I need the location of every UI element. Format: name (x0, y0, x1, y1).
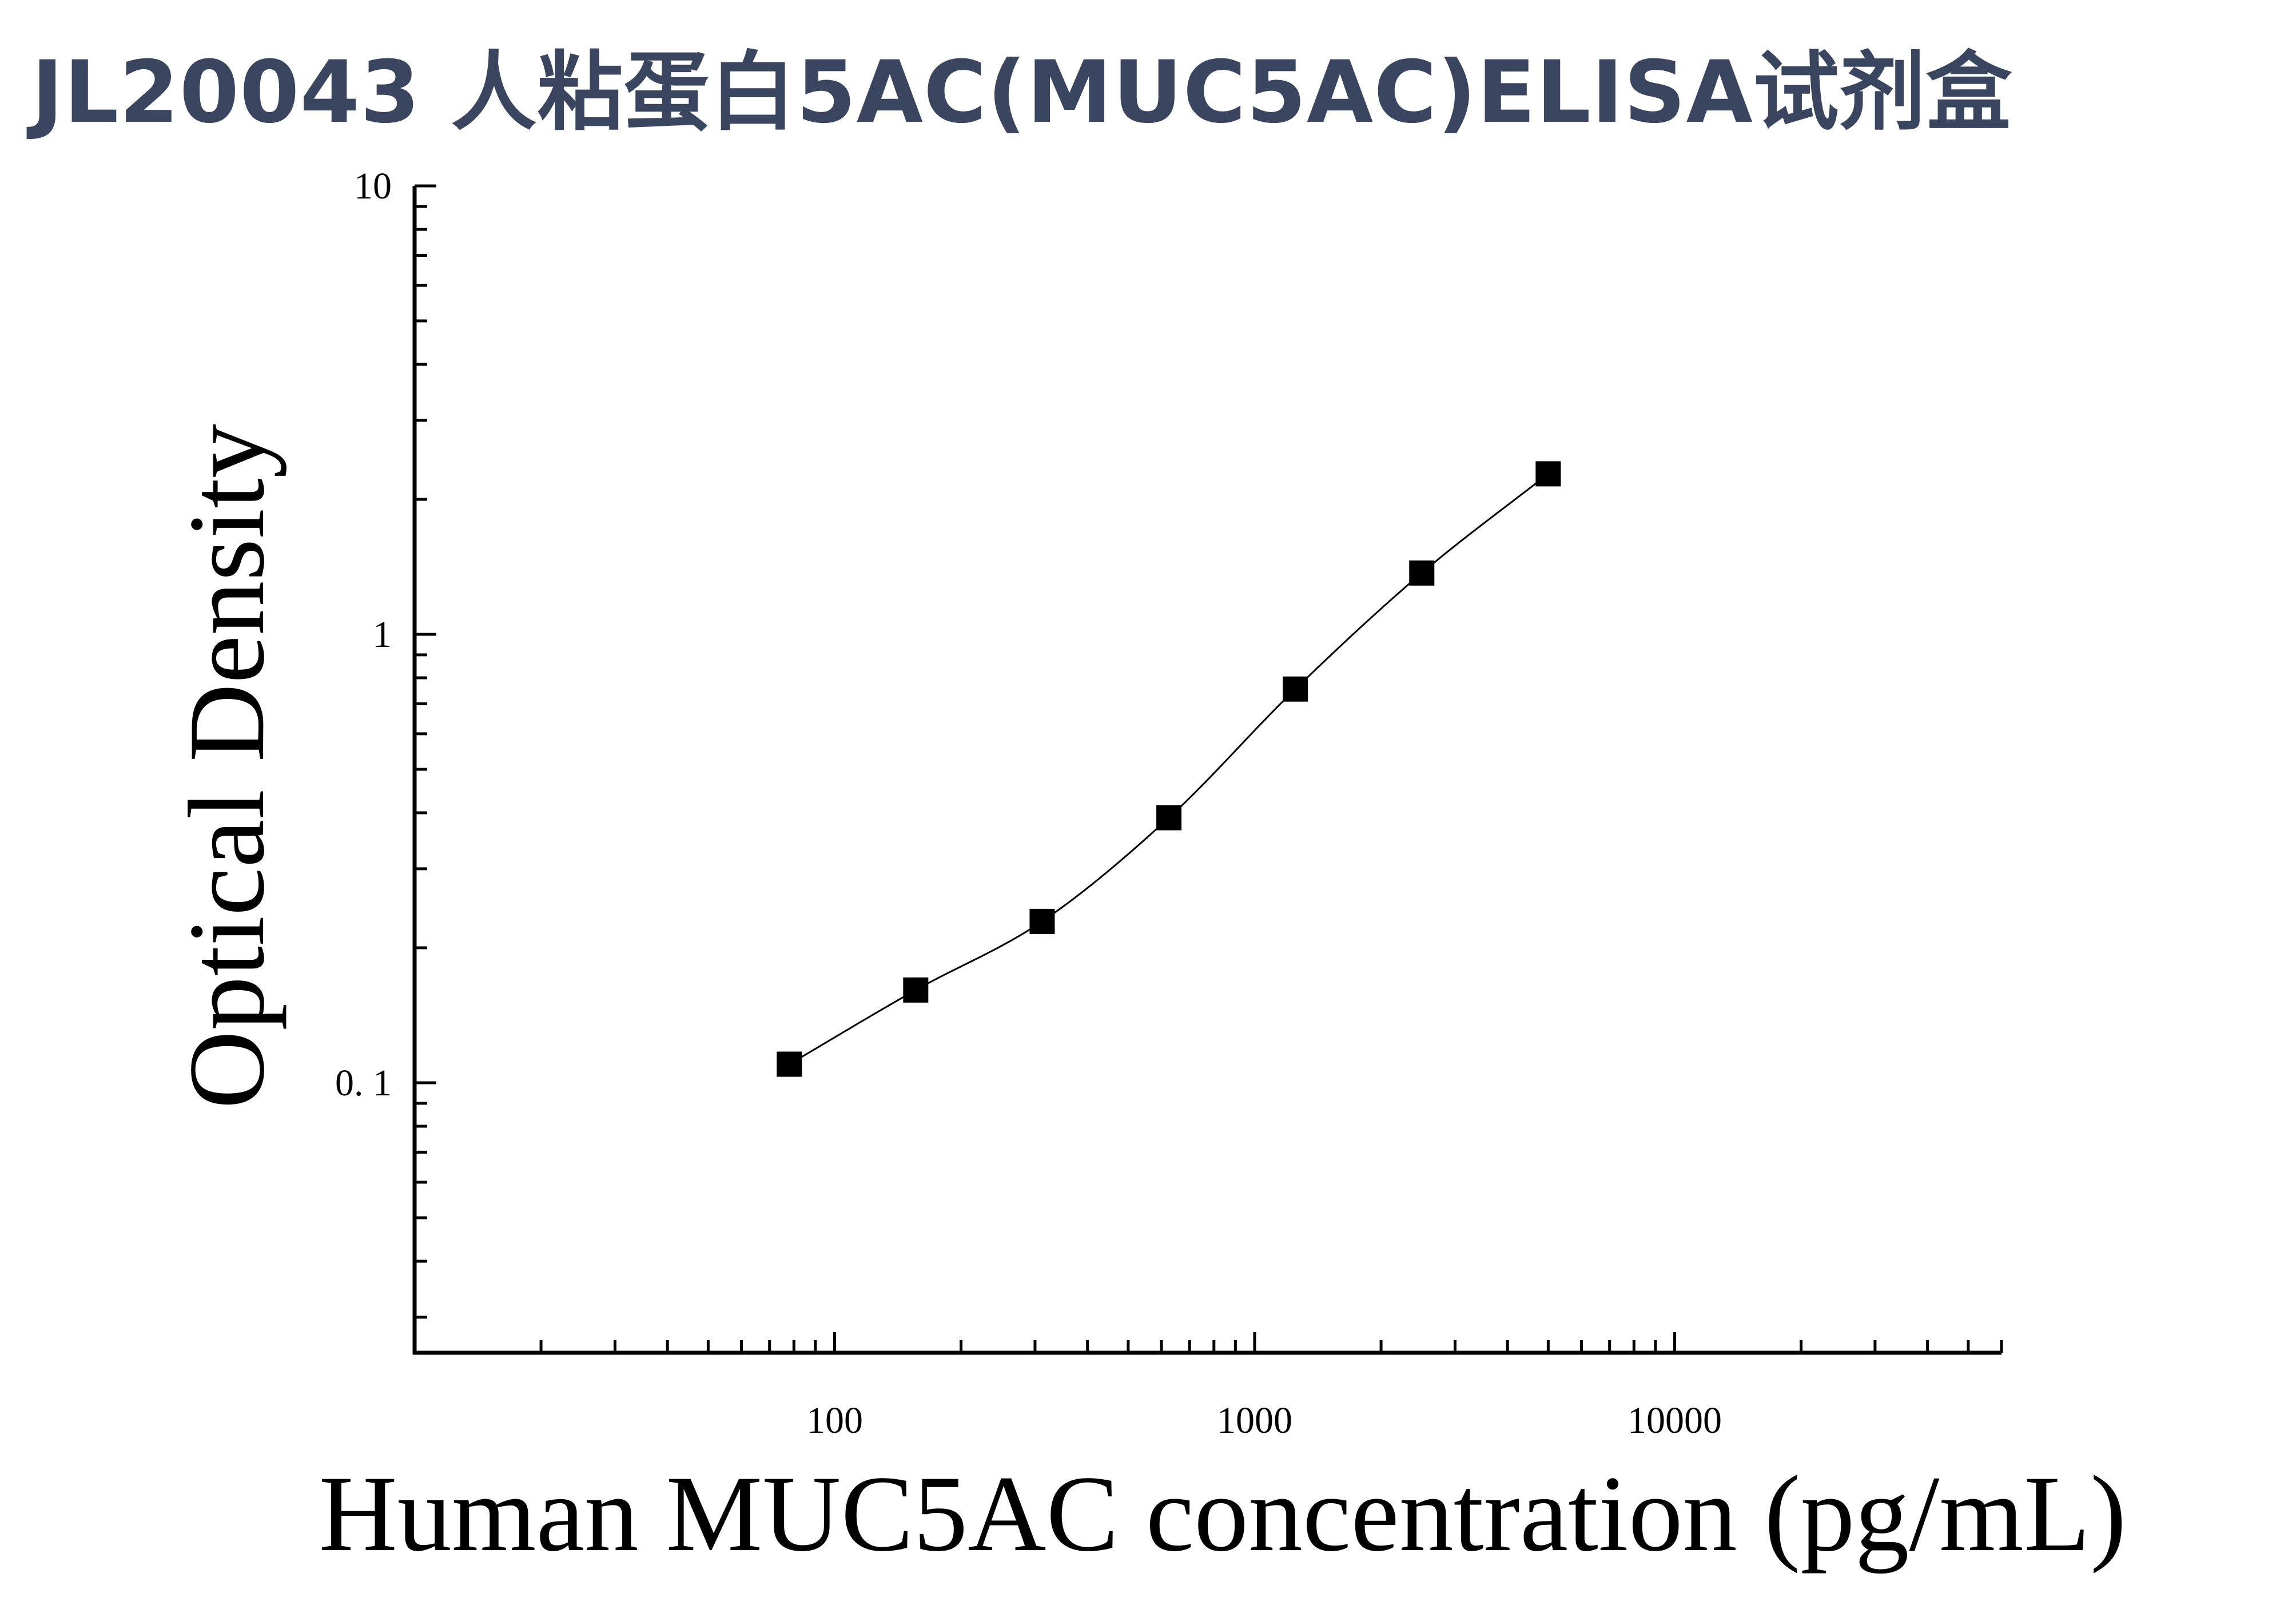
data-point (1029, 908, 1055, 934)
x-tick-label: 100 (806, 1400, 863, 1441)
data-point (777, 1051, 802, 1077)
x-axis-label: Human MUC5AC concentration (pg/mL) (319, 1454, 2127, 1574)
page-title: JL20043 人粘蛋白5AC(MUC5AC)ELISA试剂盒 (31, 43, 2012, 142)
fit-curve (789, 473, 1549, 1065)
data-point (903, 977, 929, 1003)
y-tick-label: 0. 1 (335, 1062, 392, 1104)
axes: 100 1000 10000 10 1 0. 1 (335, 165, 2003, 1441)
data-point (1156, 805, 1182, 831)
data-points (777, 461, 1561, 1077)
data-point (1283, 676, 1308, 702)
x-tick-label: 1000 (1217, 1400, 1292, 1441)
x-tick-label: 10000 (1628, 1400, 1722, 1441)
data-point (1409, 560, 1435, 586)
fit-curve-group (789, 473, 1549, 1065)
y-axis-label: Optical Density (167, 424, 287, 1109)
y-tick-label: 10 (354, 165, 392, 207)
data-point (1535, 461, 1561, 487)
y-tick-label: 1 (373, 614, 392, 655)
